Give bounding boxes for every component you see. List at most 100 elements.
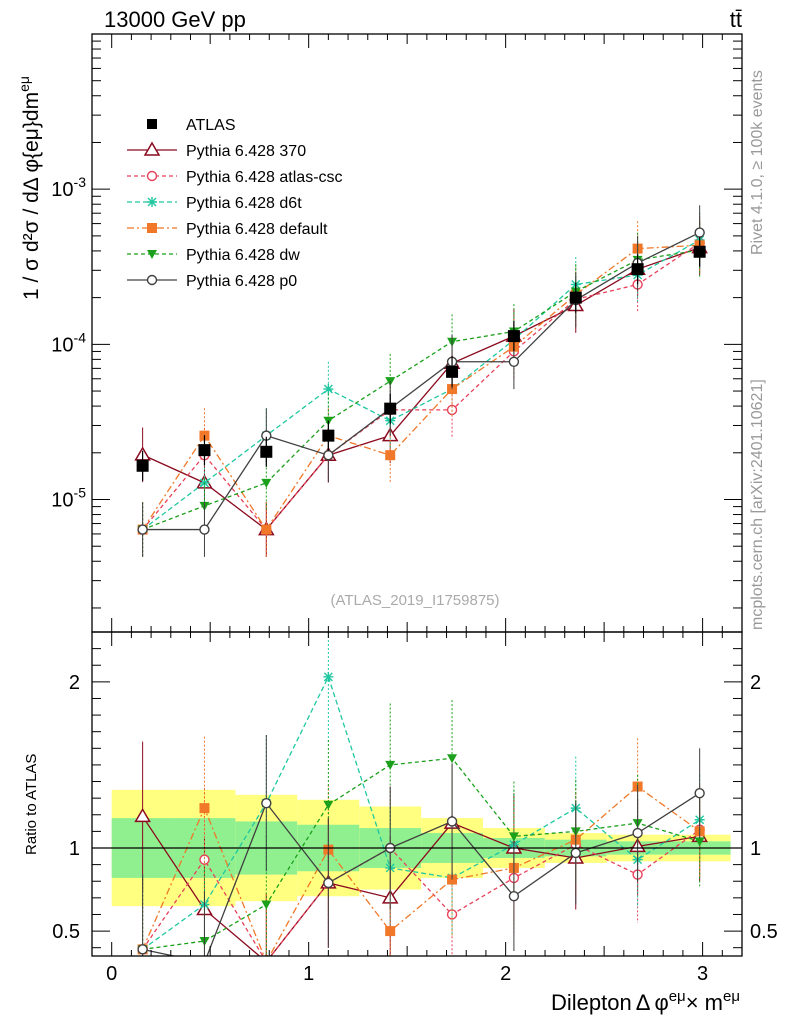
analysis-label: (ATLAS_2019_I1759875): [330, 592, 499, 609]
data-point: [198, 444, 211, 457]
ratio-marker-p0: [137, 944, 148, 955]
series-marker-dw: [261, 478, 272, 488]
legend-label: Pythia 6.428 d6t: [186, 195, 302, 212]
data-point: [693, 245, 706, 258]
ratio-tick-label-left: 2: [69, 672, 80, 694]
main-panel: [134, 205, 708, 557]
y-axis-title-text: 1 / σ d²σ / dΔ φ{eμ}dm: [20, 92, 43, 300]
x-axis-title-delta: Δ: [636, 990, 651, 1015]
y-tick-label: 10-3: [51, 174, 86, 201]
legend-marker: [146, 170, 158, 182]
y-tick-exp: -4: [74, 329, 87, 345]
legend-label: Pythia 6.428 dw: [186, 247, 300, 264]
series-line-d6t: [142, 239, 700, 531]
ratio-marker-p0: [694, 787, 705, 799]
x-tick-label: 3: [697, 963, 708, 985]
series-marker-p0: [694, 227, 705, 238]
ratio-marker-d6t: [323, 671, 334, 682]
y-tick-base: 10: [51, 490, 73, 512]
x-tick-label: 0: [106, 963, 117, 985]
ratio-marker-default: [199, 803, 210, 814]
ratio-tick-label-left: 1: [69, 838, 80, 860]
x-axis-title-sup2: eμ: [723, 988, 740, 1005]
ratio-panel: [92, 632, 742, 967]
axes: 0 1 2 310-510-410-30.5 0.51 12 2: [51, 33, 778, 985]
data-point: [384, 402, 397, 415]
data-point: [631, 263, 644, 276]
ratio-marker-dw: [694, 837, 705, 847]
ratio-marker-dw: [385, 760, 396, 770]
ratio-frame: [91, 631, 743, 957]
ratio-marker-p0: [446, 816, 458, 827]
data-point: [569, 291, 582, 304]
ratio-marker-atlas_csc: [199, 854, 210, 865]
ratio-marker-dw: [447, 754, 458, 764]
ratio-line-atlas_csc: [142, 829, 701, 956]
energy-label: 13000 GeV pp: [104, 7, 246, 32]
series-marker-default: [261, 524, 272, 535]
x-axis-title-main: Dilepton: [551, 990, 632, 1015]
ratio-line-p0: [142, 792, 701, 956]
x-axis-title-sup1: eμ: [669, 988, 686, 1005]
ratio-line-p370: [142, 816, 700, 956]
legend-marker: [147, 223, 157, 233]
ratio-tick-label-right: 0.5: [750, 921, 778, 943]
series-marker-p0: [508, 356, 520, 367]
ratio-tick-label-right: 2: [750, 672, 761, 694]
legend-label: Pythia 6.428 370: [186, 143, 306, 160]
legend-marker: [147, 197, 157, 207]
ratio-tick-label-left: 0.5: [52, 921, 80, 943]
ratio-marker-p0: [570, 847, 581, 859]
y-tick-exp: -5: [74, 485, 87, 501]
series-marker-d6t: [323, 384, 334, 395]
ratio-line-dw: [142, 757, 700, 950]
series-marker-p0: [323, 449, 334, 461]
ratio-axis-title: Ratio to ATLAS: [23, 754, 40, 855]
y-tick-label: 10-5: [51, 485, 86, 512]
series-line-p0: [142, 232, 700, 531]
y-tick-base: 10: [51, 334, 73, 356]
x-tick-label: 2: [500, 963, 511, 985]
ratio-marker-dw: [508, 832, 519, 842]
x-axis-title-phi: φ: [654, 990, 668, 1015]
mcplots-label: mcplots.cern.ch [arXiv:2401.10621]: [749, 379, 766, 630]
series-line-p370: [142, 247, 700, 531]
series-marker-p0: [137, 524, 148, 535]
ratio-marker-p0: [508, 890, 520, 902]
ratio-marker-p0: [200, 958, 209, 967]
legend-marker: [143, 141, 161, 156]
x-tick-label: 1: [303, 963, 314, 985]
ratio-marker-p0: [632, 827, 643, 839]
legend-label: ATLAS: [186, 117, 236, 134]
svg-text:1 / σ d²σ / dΔ φ{eμ}dmeμ: 1 / σ d²σ / dΔ φ{eμ}dmeμ: [16, 76, 43, 300]
legend-marker: [146, 274, 158, 286]
ratio-marker-dw: [323, 800, 334, 810]
legend-marker: [147, 119, 157, 129]
data-point: [507, 330, 520, 343]
ratio-marker-p0: [323, 877, 334, 889]
ratio-tick-label-right: 1: [750, 838, 761, 860]
y-axis-title: 1 / σ d²σ / dΔ φ{eμ}dmeμ: [16, 76, 43, 300]
y-tick-base: 10: [51, 179, 73, 201]
ratio-marker-p370: [134, 807, 151, 823]
series-line-atlas_csc: [142, 242, 701, 531]
y-tick-exp: -3: [74, 174, 87, 190]
ratio-line-default: [142, 785, 701, 956]
x-axis-title-times: × m: [686, 990, 723, 1015]
ratio-marker-atlas_csc: [262, 957, 271, 966]
series-marker-p0: [199, 524, 210, 535]
legend-marker: [147, 250, 157, 259]
ratio-marker-default: [385, 926, 396, 937]
data-point: [322, 429, 335, 442]
data-point: [446, 365, 459, 378]
legend-label: Pythia 6.428 p0: [186, 273, 297, 290]
legend-label: Pythia 6.428 default: [186, 221, 328, 238]
legend: ATLAS Pythia 6.428 370 Pythia 6.428 atlas-…: [127, 117, 343, 290]
data-point: [260, 445, 273, 458]
process-label: tt̄: [730, 7, 742, 32]
ratio-marker-p0: [261, 797, 272, 809]
ratio-marker-default: [261, 957, 271, 967]
y-tick-label: 10-4: [51, 329, 86, 356]
